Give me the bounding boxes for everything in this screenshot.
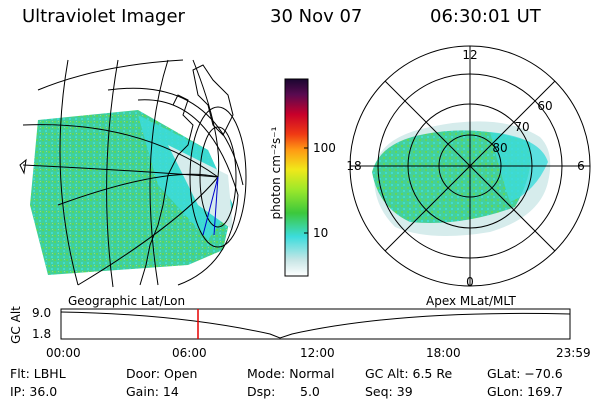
timeline-y-tick-top: 9.0: [32, 306, 52, 320]
status-dsp-label: Dsp:: [247, 384, 276, 399]
colorbar-tick-100: 100: [313, 141, 336, 155]
colorbar: [284, 78, 309, 277]
timeline-right-title: Apex MLat/MLT: [426, 294, 516, 308]
status-gain: Gain: 14: [126, 384, 179, 399]
timeline-x-tick-0000: 00:00: [46, 346, 81, 360]
colorbar-unit-label: photon cm⁻²s⁻¹: [269, 126, 283, 220]
status-ip: IP: 36.0: [10, 384, 58, 399]
mlat-label-80: 80: [492, 141, 507, 155]
timeline-x-tick-1800: 18:00: [426, 346, 461, 360]
status-glon: GLon: 169.7: [487, 384, 563, 399]
timeline-x-tick-0600: 06:00: [172, 346, 207, 360]
altitude-timeline: [60, 308, 571, 340]
status-door: Door: Open: [126, 366, 198, 381]
status-filter: Flt: LBHL: [10, 366, 66, 381]
instrument-title: Ultraviolet Imager: [22, 6, 185, 27]
timeline-y-tick-bottom: 1.8: [32, 327, 52, 341]
status-mode: Mode: Normal: [247, 366, 335, 381]
colorbar-tick-10: 10: [313, 226, 329, 240]
mlt-label-18: 18: [346, 159, 361, 173]
mlat-label-60: 60: [537, 99, 552, 113]
mlat-label-70: 70: [514, 120, 529, 134]
timeline-left-title: Geographic Lat/Lon: [68, 294, 186, 308]
status-glat: GLat: −70.6: [487, 366, 563, 381]
polar-plot: 12 18 6 0 60 70 80: [346, 45, 591, 289]
status-seq: Seq: 39: [365, 384, 413, 399]
geographic-map: [19, 59, 247, 288]
status-gc-alt: GC Alt: 6.5 Re: [365, 366, 453, 381]
timeline-x-tick-2359: 23:59: [556, 346, 591, 360]
mlt-label-6: 6: [577, 159, 585, 173]
status-dsp-value: 5.0: [300, 384, 320, 399]
mlt-label-12: 12: [462, 48, 477, 62]
date-label: 30 Nov 07: [270, 6, 363, 27]
mlt-label-0: 0: [466, 275, 474, 289]
time-label: 06:30:01 UT: [430, 6, 541, 27]
timeline-y-axis-label: GC Alt: [9, 306, 23, 344]
timeline-x-tick-1200: 12:00: [300, 346, 335, 360]
